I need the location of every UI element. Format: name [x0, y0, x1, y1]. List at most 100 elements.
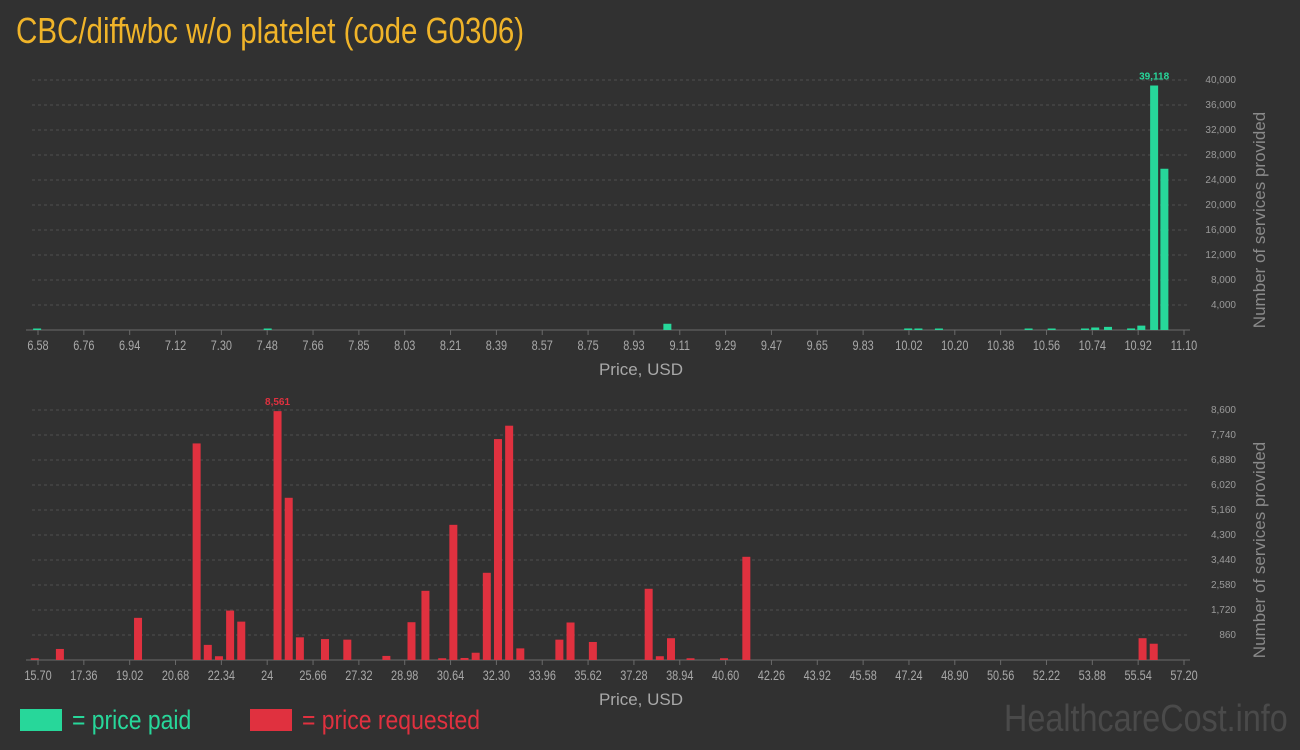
x-tick-label: 8.03	[394, 338, 415, 354]
y-tick-label: 4,000	[1211, 300, 1236, 311]
bar	[284, 497, 293, 660]
y-tick-label: 4,300	[1211, 530, 1236, 541]
x-tick-label: 8.93	[623, 338, 644, 354]
legend-price-requested: = price requested	[250, 704, 511, 736]
x-tick-label: 6.58	[27, 338, 48, 354]
max-value-label: 8,561	[265, 397, 290, 408]
price-paid-chart: 4,000 8,000 12,000 16,000 20,000 24,000 28,000…	[26, 72, 1269, 379]
x-tick-label: 8.39	[486, 338, 507, 354]
x-axis-title: Price, USD	[599, 360, 683, 379]
bar	[226, 610, 235, 660]
x-tick-label: 42.26	[758, 668, 785, 684]
y-tick-label: 1,720	[1211, 605, 1236, 616]
bar	[407, 622, 416, 660]
bar	[914, 328, 923, 330]
x-tick-label: 24	[261, 668, 273, 684]
bar	[1080, 328, 1089, 330]
x-tick-label: 35.62	[574, 668, 601, 684]
x-tick-label: 15.70	[24, 668, 51, 684]
y-tick-label: 36,000	[1205, 100, 1236, 111]
bar	[555, 639, 564, 660]
x-tick-label: 43.92	[804, 668, 831, 684]
x-tick-label: 20.68	[162, 668, 189, 684]
x-tick-label: 6.76	[73, 338, 94, 354]
x-tick-label: 37.28	[620, 668, 647, 684]
bar	[663, 323, 672, 330]
bar	[1091, 327, 1100, 330]
bar	[655, 656, 664, 660]
price-requested-chart: 860 1,720 2,580 3,440 4,300 5,160 6,020 6,880 7,…	[24, 397, 1269, 709]
bar	[720, 658, 729, 660]
y-tick-label: 12,000	[1205, 250, 1236, 261]
bar	[666, 638, 675, 660]
x-tick-label: 40.60	[712, 668, 739, 684]
x-tick-label: 57.20	[1170, 668, 1197, 684]
bar	[1150, 85, 1159, 330]
bar	[214, 656, 223, 660]
y-tick-label: 2,580	[1211, 580, 1236, 591]
bar	[1047, 328, 1056, 330]
x-tick-label: 9.65	[807, 338, 828, 354]
x-axis-title: Price, USD	[599, 690, 683, 709]
x-tick-label: 6.94	[119, 338, 140, 354]
x-tick-label: 10.74	[1079, 338, 1106, 354]
bar	[686, 658, 695, 660]
x-tick-label: 10.02	[895, 338, 922, 354]
y-tick-label: 860	[1219, 630, 1236, 641]
y-axis-title: Number of services provided	[1250, 442, 1269, 658]
x-tick-label: 7.12	[165, 338, 186, 354]
bar	[482, 572, 491, 660]
legend-requested-label: = price requested	[302, 704, 480, 735]
x-tick-label: 28.98	[391, 668, 418, 684]
page-title: CBC/diffwbc w/o platelet (code G0306)	[16, 10, 525, 51]
bar	[516, 648, 525, 660]
bar	[505, 425, 514, 660]
x-tick-label: 32.30	[483, 668, 510, 684]
max-value-label: 39,118	[1139, 72, 1169, 83]
bar	[438, 658, 447, 660]
x-tick-label: 52.22	[1033, 668, 1060, 684]
x-tick-label: 25.66	[299, 668, 326, 684]
y-tick-label: 28,000	[1205, 150, 1236, 161]
x-tick-label: 19.02	[116, 668, 143, 684]
bar	[493, 439, 502, 660]
bar	[1160, 168, 1169, 330]
y-tick-label: 16,000	[1205, 225, 1236, 236]
x-tick-label: 27.32	[345, 668, 372, 684]
y-tick-label: 32,000	[1205, 125, 1236, 136]
x-tick-label: 9.11	[670, 338, 690, 354]
x-tick-label: 10.20	[941, 338, 968, 354]
bar	[1138, 638, 1147, 660]
y-tick-label: 7,740	[1211, 430, 1236, 441]
bar	[644, 588, 653, 660]
x-tick-label: 38.94	[666, 668, 693, 684]
legend-paid-label: = price paid	[72, 704, 192, 735]
x-tick-label: 10.92	[1125, 338, 1152, 354]
bar	[1149, 643, 1158, 660]
bar	[237, 621, 246, 660]
x-tick-label: 47.24	[895, 668, 922, 684]
bar	[192, 443, 201, 660]
x-tick-label: 10.38	[987, 338, 1014, 354]
x-tick-label: 48.90	[941, 668, 968, 684]
x-tick-label: 22.34	[208, 668, 235, 684]
legend-paid-swatch	[20, 709, 62, 731]
bar	[449, 524, 458, 660]
watermark-logo: HealthcareCost.info	[1004, 698, 1288, 740]
bar	[421, 590, 430, 660]
y-tick-label: 20,000	[1205, 200, 1236, 211]
bar	[55, 648, 64, 660]
x-tick-label: 17.36	[70, 668, 97, 684]
bar	[203, 644, 212, 660]
y-tick-label: 3,440	[1211, 555, 1236, 566]
y-axis-title: Number of services provided	[1250, 112, 1269, 328]
x-tick-label: 30.64	[437, 668, 464, 684]
y-tick-label: 8,000	[1211, 275, 1236, 286]
legend-price-paid: = price paid	[20, 704, 212, 736]
y-tick-label: 40,000	[1205, 75, 1236, 86]
bar	[1137, 325, 1146, 330]
x-tick-label: 8.57	[532, 338, 553, 354]
x-tick-label: 8.21	[440, 338, 461, 354]
x-tick-label: 8.75	[577, 338, 598, 354]
